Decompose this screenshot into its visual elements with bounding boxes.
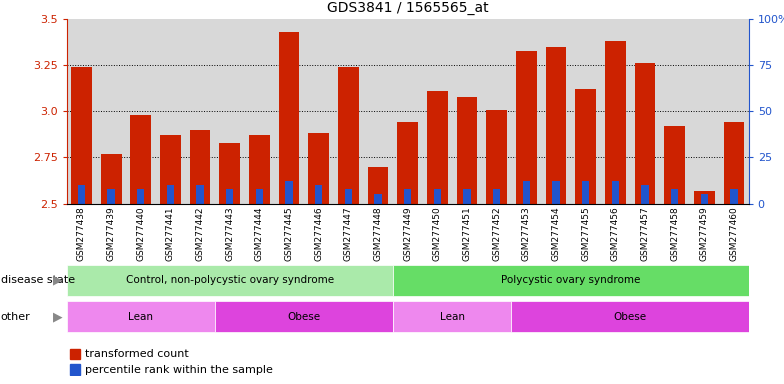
Bar xyxy=(730,189,738,204)
Text: other: other xyxy=(1,312,31,322)
Bar xyxy=(612,181,619,204)
Text: Obese: Obese xyxy=(287,312,321,322)
Text: GSM277453: GSM277453 xyxy=(522,207,531,261)
Text: GSM277445: GSM277445 xyxy=(285,207,293,261)
Bar xyxy=(100,154,122,204)
Text: percentile rank within the sample: percentile rank within the sample xyxy=(85,364,274,374)
Text: GSM277454: GSM277454 xyxy=(551,207,561,261)
Bar xyxy=(315,185,322,204)
Text: Polycystic ovary syndrome: Polycystic ovary syndrome xyxy=(501,275,641,285)
Text: Obese: Obese xyxy=(614,312,647,322)
Bar xyxy=(375,194,382,204)
Text: Lean: Lean xyxy=(129,312,154,322)
Text: GSM277451: GSM277451 xyxy=(463,207,471,261)
Bar xyxy=(285,181,292,204)
Bar xyxy=(71,67,92,204)
Bar xyxy=(456,97,477,204)
Bar xyxy=(137,189,144,204)
Bar xyxy=(511,301,749,332)
Bar xyxy=(197,185,204,204)
Bar xyxy=(701,194,708,204)
Bar xyxy=(167,185,174,204)
Bar xyxy=(552,181,560,204)
Text: GSM277458: GSM277458 xyxy=(670,207,679,261)
Bar xyxy=(393,265,749,296)
Bar xyxy=(368,167,388,204)
Bar xyxy=(67,265,393,296)
Text: GSM277452: GSM277452 xyxy=(492,207,501,261)
Text: GSM277450: GSM277450 xyxy=(433,207,442,261)
Bar xyxy=(160,135,181,204)
Bar xyxy=(78,185,85,204)
Text: ▶: ▶ xyxy=(53,274,63,287)
Text: GSM277442: GSM277442 xyxy=(195,207,205,261)
Bar xyxy=(345,189,352,204)
Text: GSM277438: GSM277438 xyxy=(77,207,86,261)
Bar xyxy=(546,47,566,204)
Text: GSM277446: GSM277446 xyxy=(314,207,323,261)
Text: GSM277457: GSM277457 xyxy=(641,207,649,261)
Bar xyxy=(516,51,537,204)
Title: GDS3841 / 1565565_at: GDS3841 / 1565565_at xyxy=(327,2,488,15)
Bar xyxy=(397,122,418,204)
Bar xyxy=(575,89,596,204)
Bar xyxy=(308,134,329,204)
Text: GSM277460: GSM277460 xyxy=(729,207,739,261)
Bar xyxy=(404,189,412,204)
Bar xyxy=(641,185,648,204)
Bar xyxy=(634,63,655,204)
Text: GSM277447: GSM277447 xyxy=(344,207,353,261)
Bar xyxy=(67,301,215,332)
Text: transformed count: transformed count xyxy=(85,349,189,359)
Bar xyxy=(215,301,393,332)
Text: GSM277448: GSM277448 xyxy=(373,207,383,261)
Bar xyxy=(486,109,507,204)
Bar xyxy=(220,143,240,204)
Bar xyxy=(434,189,441,204)
Bar xyxy=(130,115,151,204)
Bar xyxy=(493,189,500,204)
Bar xyxy=(664,126,685,204)
Bar xyxy=(694,190,714,204)
Text: ▶: ▶ xyxy=(53,310,63,323)
Bar xyxy=(256,189,263,204)
Bar xyxy=(249,135,270,204)
Text: GSM277441: GSM277441 xyxy=(166,207,175,261)
Text: disease state: disease state xyxy=(1,275,75,285)
Bar xyxy=(107,189,114,204)
Text: GSM277439: GSM277439 xyxy=(107,207,115,261)
Bar xyxy=(582,181,590,204)
Bar xyxy=(523,181,530,204)
Bar xyxy=(671,189,678,204)
Text: GSM277449: GSM277449 xyxy=(403,207,412,261)
Bar xyxy=(605,41,626,204)
Bar xyxy=(226,189,234,204)
Bar xyxy=(70,349,80,359)
Bar xyxy=(427,91,448,204)
Text: GSM277455: GSM277455 xyxy=(581,207,590,261)
Text: Lean: Lean xyxy=(440,312,465,322)
Text: GSM277444: GSM277444 xyxy=(255,207,264,261)
Bar xyxy=(338,67,359,204)
Text: GSM277456: GSM277456 xyxy=(611,207,620,261)
Text: GSM277459: GSM277459 xyxy=(700,207,709,261)
Text: Control, non-polycystic ovary syndrome: Control, non-polycystic ovary syndrome xyxy=(125,275,334,285)
Bar xyxy=(724,122,744,204)
Bar xyxy=(190,130,210,204)
Bar xyxy=(278,32,299,204)
Bar xyxy=(70,364,80,375)
Text: GSM277443: GSM277443 xyxy=(225,207,234,261)
Text: GSM277440: GSM277440 xyxy=(136,207,145,261)
Bar xyxy=(463,189,470,204)
Bar xyxy=(393,301,511,332)
